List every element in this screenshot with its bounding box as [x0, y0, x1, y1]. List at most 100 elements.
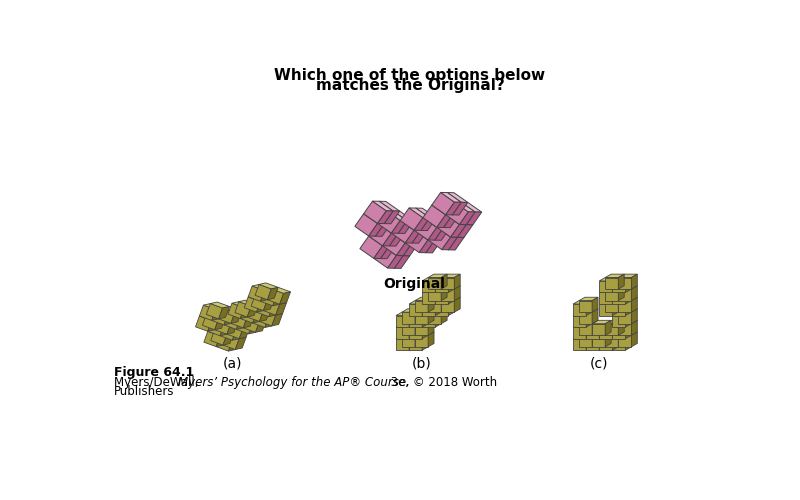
Polygon shape — [378, 211, 400, 233]
Polygon shape — [208, 320, 224, 336]
Polygon shape — [248, 296, 267, 302]
Polygon shape — [210, 302, 230, 308]
Polygon shape — [599, 278, 618, 281]
Polygon shape — [355, 214, 378, 236]
Polygon shape — [415, 324, 428, 336]
Polygon shape — [443, 228, 464, 237]
Polygon shape — [449, 237, 464, 250]
Polygon shape — [592, 320, 611, 324]
Polygon shape — [261, 290, 277, 306]
Polygon shape — [599, 336, 618, 338]
Polygon shape — [407, 220, 427, 230]
Polygon shape — [612, 278, 631, 281]
Polygon shape — [618, 320, 624, 336]
Polygon shape — [573, 304, 586, 316]
Polygon shape — [443, 215, 459, 228]
Polygon shape — [422, 281, 435, 292]
Polygon shape — [390, 246, 410, 256]
Polygon shape — [272, 314, 282, 326]
Polygon shape — [631, 274, 638, 289]
Polygon shape — [618, 300, 631, 312]
Polygon shape — [435, 289, 441, 304]
Polygon shape — [236, 318, 253, 334]
Polygon shape — [599, 292, 612, 304]
Polygon shape — [259, 309, 270, 322]
Polygon shape — [265, 289, 284, 295]
Polygon shape — [618, 309, 638, 312]
Text: Publishers: Publishers — [114, 385, 174, 398]
Polygon shape — [386, 211, 407, 220]
Polygon shape — [441, 274, 447, 289]
Polygon shape — [261, 289, 271, 302]
Polygon shape — [415, 309, 421, 324]
Polygon shape — [618, 278, 631, 289]
Polygon shape — [267, 298, 286, 304]
Polygon shape — [448, 289, 454, 304]
Polygon shape — [263, 300, 280, 315]
Polygon shape — [409, 312, 415, 327]
Polygon shape — [612, 300, 618, 316]
Polygon shape — [447, 192, 468, 202]
Polygon shape — [233, 328, 243, 340]
Polygon shape — [579, 312, 592, 324]
Polygon shape — [398, 234, 418, 243]
Polygon shape — [586, 327, 599, 338]
Polygon shape — [208, 319, 218, 332]
Polygon shape — [441, 300, 454, 312]
Polygon shape — [437, 214, 459, 237]
Polygon shape — [360, 236, 382, 258]
Polygon shape — [599, 300, 618, 304]
Polygon shape — [441, 278, 454, 289]
Polygon shape — [599, 281, 612, 292]
Polygon shape — [369, 224, 384, 236]
Polygon shape — [586, 324, 605, 327]
Polygon shape — [423, 218, 443, 228]
Polygon shape — [430, 205, 452, 228]
Polygon shape — [618, 336, 631, 347]
Polygon shape — [573, 327, 586, 338]
Polygon shape — [214, 328, 234, 334]
Polygon shape — [435, 300, 441, 316]
Polygon shape — [626, 312, 631, 327]
Polygon shape — [454, 297, 460, 312]
Polygon shape — [592, 336, 605, 347]
Polygon shape — [220, 334, 239, 340]
Polygon shape — [446, 202, 468, 224]
Polygon shape — [247, 316, 266, 322]
Polygon shape — [443, 215, 466, 237]
Polygon shape — [612, 316, 626, 327]
Polygon shape — [438, 205, 459, 215]
Polygon shape — [626, 278, 631, 292]
Polygon shape — [259, 310, 276, 326]
Polygon shape — [402, 312, 415, 324]
Polygon shape — [441, 286, 460, 289]
Polygon shape — [216, 308, 235, 314]
Polygon shape — [612, 338, 626, 350]
Polygon shape — [579, 320, 598, 324]
Polygon shape — [435, 304, 448, 316]
Text: (a): (a) — [223, 356, 242, 370]
Polygon shape — [428, 228, 450, 250]
Polygon shape — [390, 234, 405, 246]
Polygon shape — [586, 300, 592, 316]
Polygon shape — [412, 230, 427, 243]
Polygon shape — [364, 214, 384, 224]
Polygon shape — [231, 322, 250, 328]
Polygon shape — [199, 314, 218, 320]
Polygon shape — [599, 324, 605, 338]
Polygon shape — [599, 289, 618, 292]
Polygon shape — [430, 218, 450, 228]
Polygon shape — [631, 297, 638, 312]
Text: (b): (b) — [412, 356, 431, 370]
Polygon shape — [247, 306, 263, 322]
Polygon shape — [231, 312, 247, 328]
Polygon shape — [257, 310, 276, 316]
Polygon shape — [626, 336, 631, 350]
Polygon shape — [599, 304, 612, 316]
Polygon shape — [240, 308, 257, 323]
Polygon shape — [612, 278, 618, 292]
Polygon shape — [202, 314, 218, 330]
Polygon shape — [618, 274, 638, 278]
Polygon shape — [612, 304, 626, 316]
Polygon shape — [435, 292, 448, 304]
